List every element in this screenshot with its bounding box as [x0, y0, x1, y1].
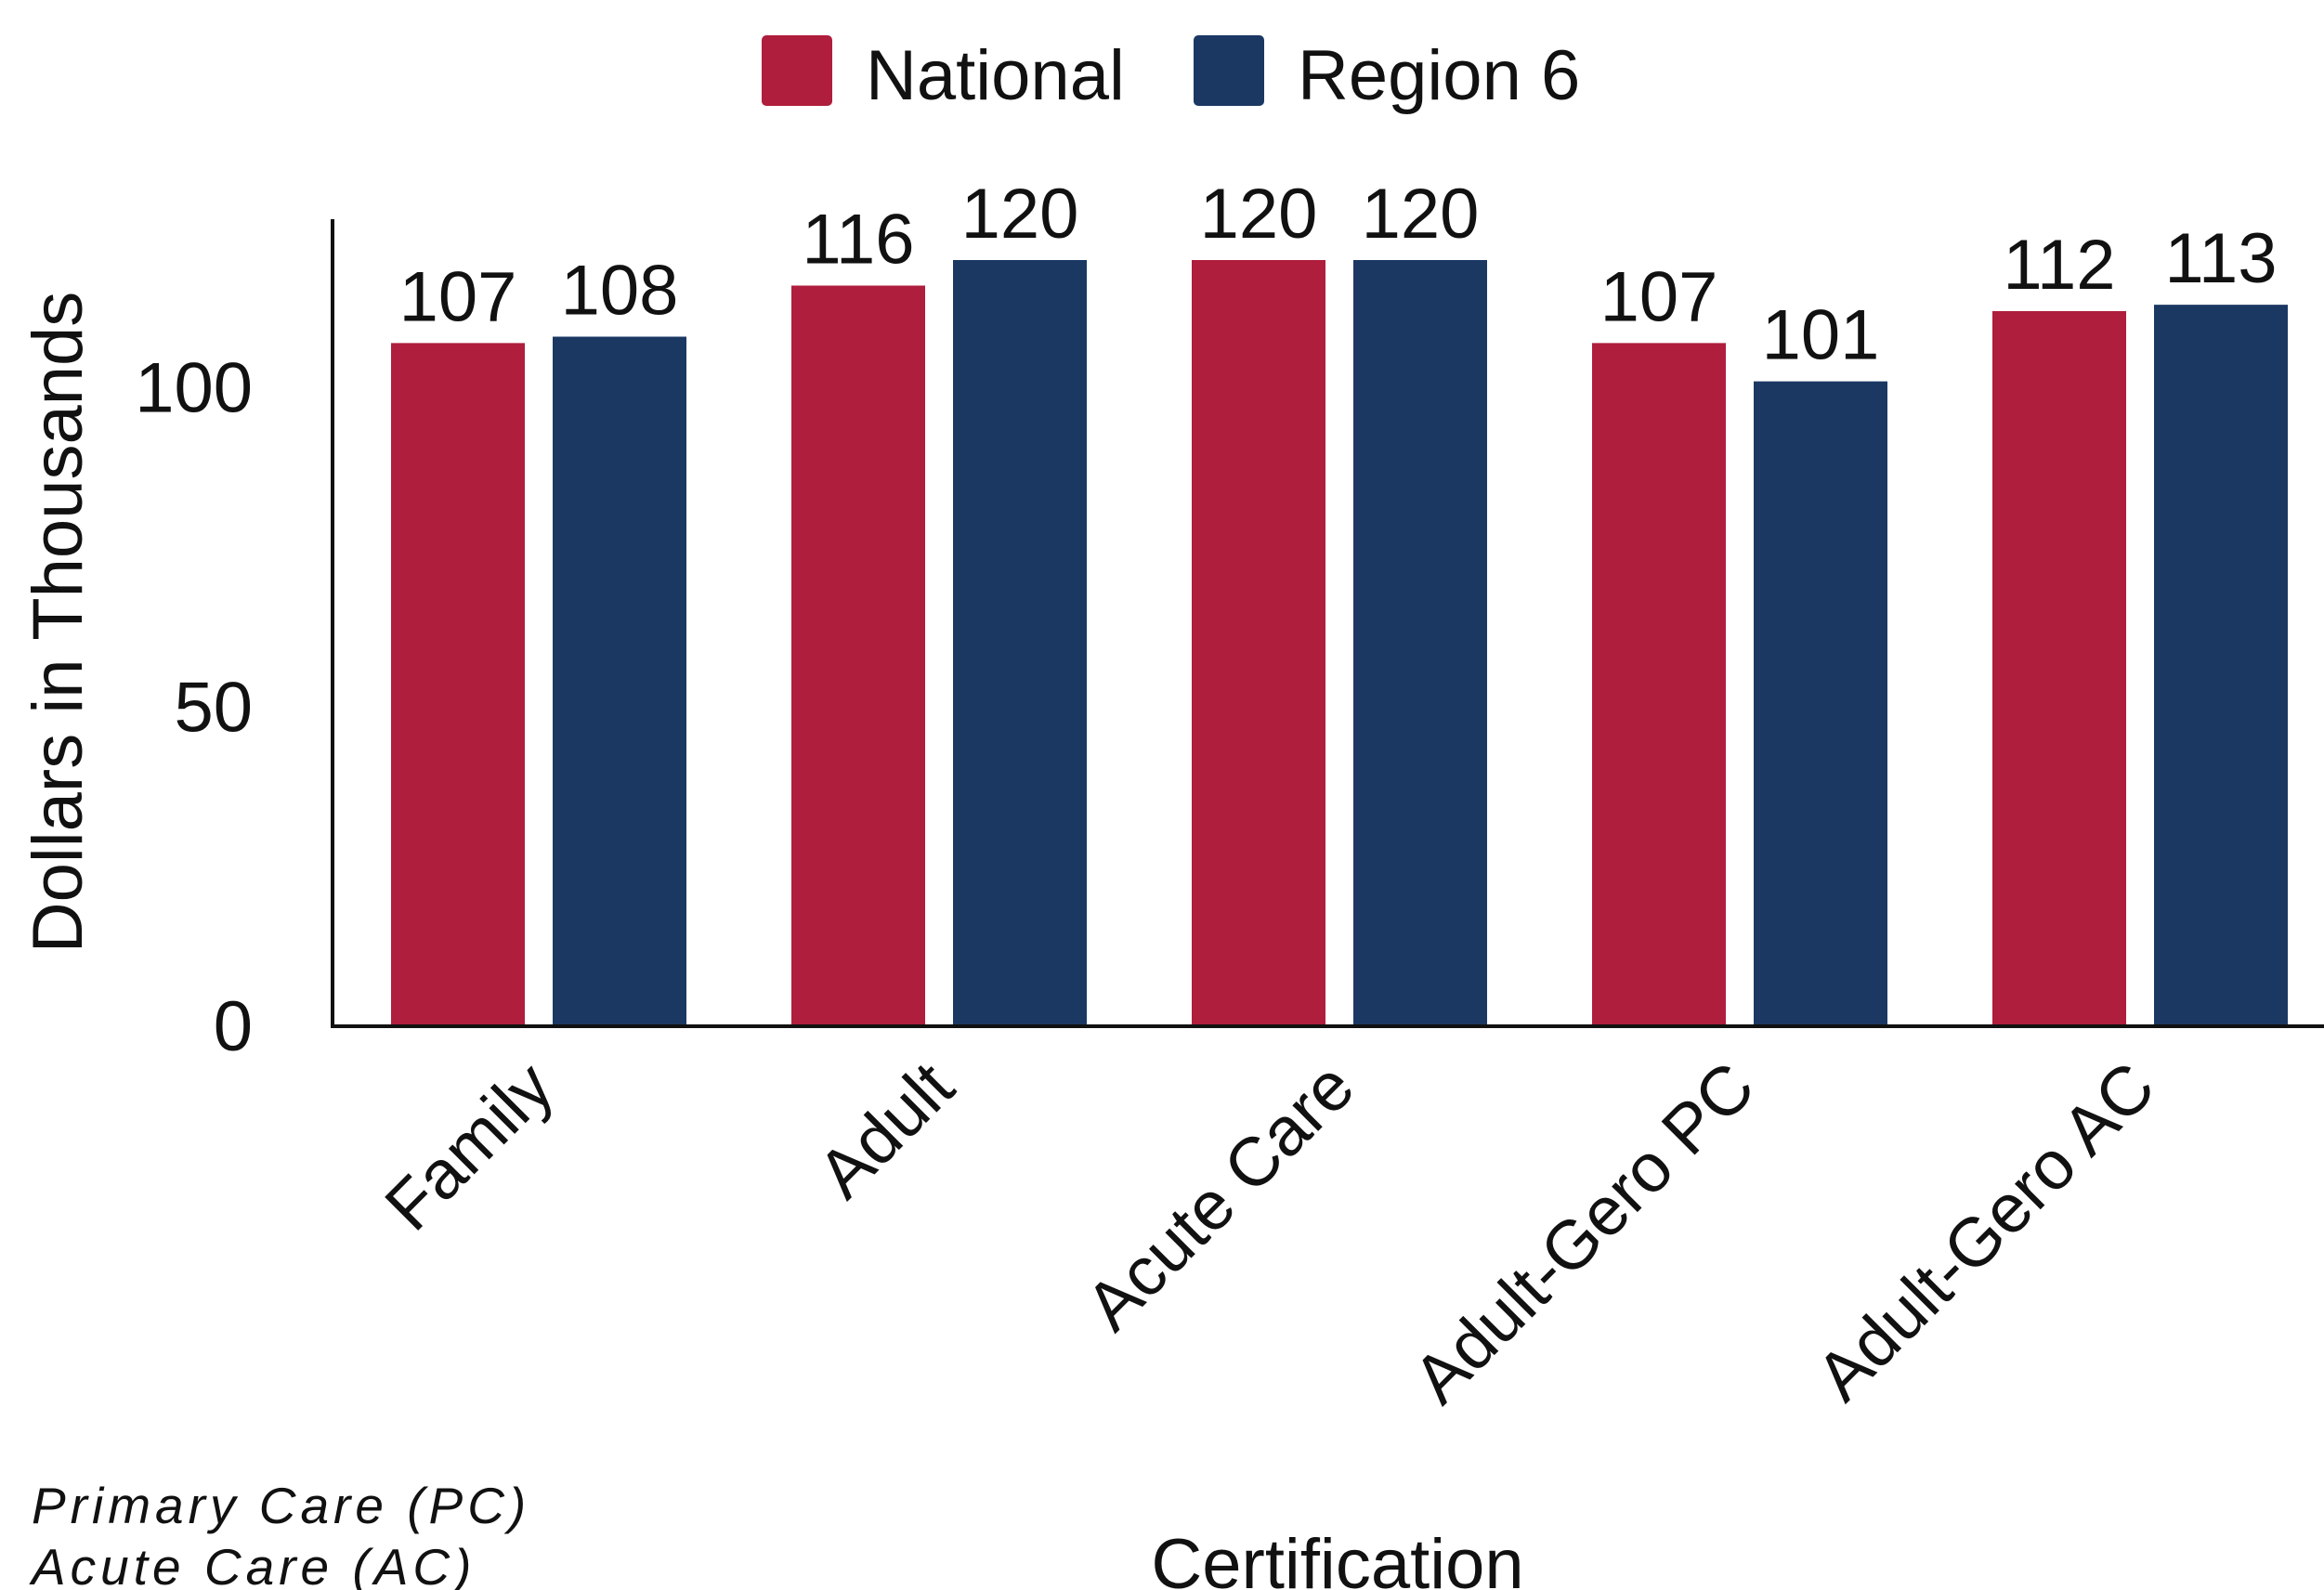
bar-value-label: 120	[1200, 175, 1318, 254]
x-tick-label: Acute Care	[1071, 1048, 1368, 1345]
x-axis-ticks: Family Adult Acute Care Adult-Gero PC Adult-…	[371, 1047, 2170, 1417]
bar-value-label: 107	[1600, 257, 1718, 336]
legend-label: Region 6	[1298, 36, 1580, 115]
bar-national-acute-care	[1192, 260, 1325, 1026]
y-tick-label: 0	[214, 987, 253, 1066]
bar-value-label: 116	[802, 201, 914, 280]
x-tick-label: Family	[371, 1048, 568, 1245]
bar-national-family	[391, 343, 525, 1026]
x-tick-label: Adult-Gero AC	[1801, 1048, 2169, 1415]
bar-value-label: 101	[1762, 296, 1880, 375]
bar-value-label: 113	[2164, 219, 2277, 298]
y-axis-ticks: 0 50 100	[135, 349, 253, 1067]
bar-region-6-adult-gero-ac	[2154, 305, 2288, 1026]
bar-label-group: 107 108 116 120 120 120 107 101 112 113	[399, 175, 2278, 375]
bar-group	[391, 260, 2288, 1026]
x-tick-label: Adult-Gero PC	[1398, 1048, 1769, 1418]
bar-value-label: 120	[1362, 175, 1480, 254]
bar-value-label: 107	[399, 257, 517, 336]
bar-national-adult-gero-pc	[1592, 343, 1726, 1026]
bar-region-6-acute-care	[1353, 260, 1487, 1026]
y-axis-title: Dollars in Thousands	[19, 292, 98, 954]
bar-region-6-adult-gero-pc	[1754, 381, 1887, 1026]
legend: National Region 6	[762, 35, 1580, 115]
bar-national-adult-gero-ac	[1992, 311, 2126, 1026]
note-primary-care: Primary Care (PC)	[32, 1477, 530, 1534]
y-tick-label: 100	[135, 349, 253, 428]
bar-value-label: 112	[2003, 226, 2115, 305]
x-tick-label: Adult	[803, 1047, 968, 1212]
y-tick-label: 50	[174, 668, 253, 747]
legend-swatch	[1194, 35, 1264, 106]
legend-swatch	[762, 35, 832, 106]
bar-region-6-adult	[953, 260, 1087, 1026]
bar-region-6-family	[553, 336, 686, 1026]
x-axis-title: Certification	[1151, 1525, 1523, 1590]
legend-label: National	[866, 36, 1125, 115]
bar-national-adult	[791, 285, 925, 1026]
bar-value-label: 108	[561, 252, 679, 331]
note-acute-care: Acute Care (AC)	[29, 1538, 476, 1590]
bar-value-label: 120	[961, 175, 1079, 254]
